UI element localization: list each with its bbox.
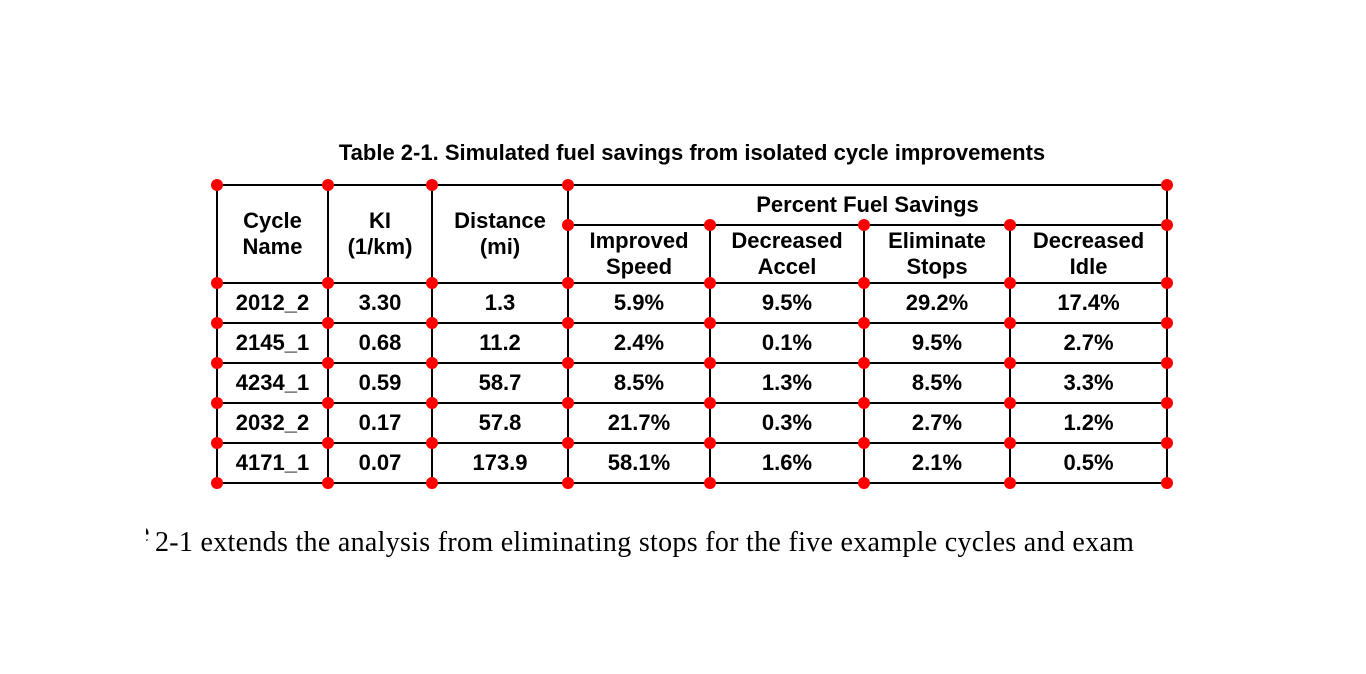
cell-ki: 0.68: [327, 322, 433, 364]
cell-improved-speed: 5.9%: [567, 282, 711, 324]
cell-cycle-name: 4171_1: [216, 442, 329, 484]
cell-eliminate-stops: 2.7%: [863, 402, 1011, 444]
cell-ki: 3.30: [327, 282, 433, 324]
cell-improved-speed: 58.1%: [567, 442, 711, 484]
sub-header-improved-speed: Improved Speed: [567, 224, 711, 284]
col-header-distance: Distance (mi): [431, 184, 569, 284]
cell-decreased-accel: 0.3%: [709, 402, 865, 444]
body-text-line: e2-1 extends the analysis from eliminati…: [146, 515, 1134, 561]
body-text: 2-1 extends the analysis from eliminatin…: [155, 527, 1135, 558]
cell-distance: 58.7: [431, 362, 569, 404]
cell-improved-speed: 21.7%: [567, 402, 711, 444]
cell-eliminate-stops: 9.5%: [863, 322, 1011, 364]
table-row: 2032_2 0.17 57.8 21.7% 0.3% 2.7% 1.2%: [216, 402, 1169, 444]
cell-distance: 1.3: [431, 282, 569, 324]
cell-cycle-name: 2145_1: [216, 322, 329, 364]
cell-decreased-accel: 0.1%: [709, 322, 865, 364]
sub-header-row: Improved Speed Decreased Accel Eliminate S…: [217, 224, 1169, 284]
cell-ki: 0.07: [327, 442, 433, 484]
cell-improved-speed: 8.5%: [567, 362, 711, 404]
cell-cycle-name: 2012_2: [216, 282, 329, 324]
cell-ki: 0.59: [327, 362, 433, 404]
cell-distance: 11.2: [431, 322, 569, 364]
cell-eliminate-stops: 29.2%: [863, 282, 1011, 324]
table-caption: Table 2-1. Simulated fuel savings from i…: [338, 140, 1046, 165]
clipped-character-fragment: e: [146, 515, 151, 551]
cell-decreased-idle: 0.5%: [1008, 442, 1169, 484]
table-row: 4171_1 0.07 173.9 58.1% 1.6% 2.1% 0.5%: [216, 442, 1169, 484]
cell-eliminate-stops: 8.5%: [863, 362, 1011, 404]
cell-decreased-accel: 9.5%: [709, 282, 865, 324]
cell-cycle-name: 4234_1: [216, 362, 329, 404]
table-row: 4234_1 0.59 58.7 8.5% 1.3% 8.5% 3.3%: [216, 362, 1169, 404]
table-region: Cycle Name KI (1/km) Distance (mi) Perce…: [211, 179, 1174, 489]
table-row: 2012_2 3.30 1.3 5.9% 9.5% 29.2% 17.4%: [216, 282, 1169, 324]
cell-decreased-accel: 1.3%: [709, 362, 865, 404]
cell-distance: 173.9: [431, 442, 569, 484]
table-row: 2145_1 0.68 11.2 2.4% 0.1% 9.5% 2.7%: [216, 322, 1169, 364]
cell-decreased-accel: 1.6%: [709, 442, 865, 484]
sub-header-decreased-idle: Decreased Idle: [1008, 224, 1169, 284]
group-header-percent-fuel-savings: Percent Fuel Savings: [566, 184, 1169, 226]
cell-distance: 57.8: [431, 402, 569, 444]
cell-ki: 0.17: [327, 402, 433, 444]
cell-cycle-name: 2032_2: [216, 402, 329, 444]
cell-improved-speed: 2.4%: [567, 322, 711, 364]
cell-decreased-idle: 1.2%: [1008, 402, 1169, 444]
sub-header-eliminate-stops: Eliminate Stops: [863, 224, 1011, 284]
cell-decreased-idle: 2.7%: [1008, 322, 1169, 364]
fuel-savings-table: Cycle Name KI (1/km) Distance (mi) Perce…: [216, 184, 1169, 484]
cell-decreased-idle: 17.4%: [1008, 282, 1169, 324]
cell-decreased-idle: 3.3%: [1008, 362, 1169, 404]
cell-eliminate-stops: 2.1%: [863, 442, 1011, 484]
sub-header-decreased-accel: Decreased Accel: [709, 224, 865, 284]
col-header-cycle-name: Cycle Name: [216, 184, 329, 284]
col-header-ki: KI (1/km): [327, 184, 433, 284]
